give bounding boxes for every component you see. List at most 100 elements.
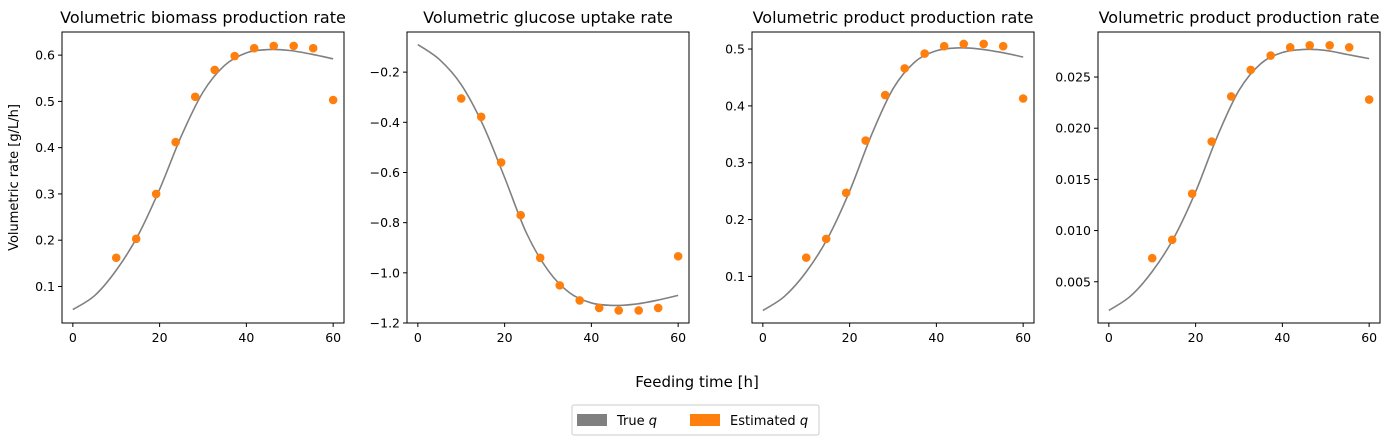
axes-frame <box>1097 31 1381 324</box>
y-tick-label: 0.020 <box>1055 121 1091 136</box>
estimated-q-point <box>920 49 929 58</box>
legend-swatch <box>577 414 607 426</box>
estimated-q-point <box>476 112 486 122</box>
estimated-q-point <box>1018 94 1028 103</box>
estimated-q-point <box>111 253 121 263</box>
x-tick-label: 60 <box>325 330 341 345</box>
subplot-title: Volumetric biomass production rate <box>60 8 346 27</box>
estimated-q-point <box>614 306 624 315</box>
y-tick-label: −1.2 <box>370 316 400 331</box>
legend-label-var: q <box>800 414 808 429</box>
y-tick-label: 0.3 <box>35 186 55 201</box>
estimated-q-point <box>131 234 141 244</box>
estimated-q-point <box>535 253 545 263</box>
estimated-q-point <box>1147 253 1157 263</box>
x-tick-label: 40 <box>238 330 254 345</box>
estimated-q-point <box>861 136 870 145</box>
y-tick-label: 0.6 <box>35 48 55 63</box>
estimated-q-point <box>575 296 584 305</box>
x-tick-label: 0 <box>1105 330 1113 345</box>
y-tick-label: 0.010 <box>1055 223 1091 238</box>
estimated-q-point <box>653 303 663 313</box>
x-tick-label: 20 <box>152 330 168 345</box>
legend-label-var: q <box>649 414 657 429</box>
y-axis-label: Volumetric rate [g/L/h] <box>7 104 22 251</box>
estimated-q-point <box>673 251 683 261</box>
x-tick-label: 40 <box>1274 330 1290 345</box>
subplot-2: Volumetric glucose uptake rate 0 20 40 60 −1.… <box>370 8 690 345</box>
estimated-q-point <box>959 39 969 49</box>
estimated-q-point <box>308 43 318 53</box>
y-tick-label: 0.1 <box>35 279 55 294</box>
x-tick-label: 20 <box>842 330 858 345</box>
estimated-q-point <box>328 95 338 105</box>
estimated-q-point <box>1207 137 1216 146</box>
axes-frame <box>751 31 1035 324</box>
y-tick-label: 0.5 <box>35 94 55 109</box>
x-tick-label: 60 <box>670 330 686 345</box>
estimated-q-point <box>1266 51 1275 60</box>
x-tick-label: 0 <box>759 330 767 345</box>
estimated-q-point <box>1325 41 1334 50</box>
x-tick-label: 0 <box>414 330 422 345</box>
plot-area <box>72 41 338 311</box>
estimated-q-point <box>555 281 565 290</box>
plot-area <box>762 39 1028 312</box>
subplot-title: Volumetric glucose uptake rate <box>423 8 673 27</box>
true-q-curve <box>1108 48 1370 312</box>
y-tick-label: 0.2 <box>35 233 55 248</box>
estimated-q-point <box>979 39 988 49</box>
estimated-q-point <box>496 158 506 167</box>
y-tick-label: 0.4 <box>35 140 55 155</box>
plot-area <box>417 43 683 315</box>
axes-frame <box>406 31 690 324</box>
subplot-1: Volumetric biomass production rate 0 20 40 6… <box>7 8 346 345</box>
legend-label-text: True <box>616 414 649 429</box>
estimated-q-point <box>289 41 298 51</box>
legend-items: True q Estimated q <box>577 414 808 429</box>
subplot-panels: Volumetric biomass production rate 0 20 40 6… <box>7 8 1381 345</box>
estimated-q-point <box>801 253 811 262</box>
y-tick-label: −1.0 <box>370 265 400 280</box>
y-tick-label: 0.005 <box>1055 274 1091 289</box>
estimated-q-point <box>1364 95 1374 104</box>
estimated-q-point <box>880 90 890 100</box>
subplot-4: Volumetric product production rate 0 20 40 6… <box>1055 8 1381 345</box>
x-tick-label: 60 <box>1015 330 1031 345</box>
estimated-q-point <box>516 210 525 220</box>
y-tick-label: 0.3 <box>725 155 745 170</box>
estimated-q-point <box>249 43 259 53</box>
y-tick-label: 0.025 <box>1055 70 1091 85</box>
estimated-q-point <box>456 94 466 103</box>
subplot-title: Volumetric product production rate <box>753 8 1034 27</box>
x-tick-label: 0 <box>69 330 77 345</box>
estimated-q-point <box>841 188 851 198</box>
shared-x-axis-label: Feeding time [h] <box>635 373 759 391</box>
x-tick-label: 20 <box>1188 330 1204 345</box>
legend-label-text: Estimated <box>730 414 800 429</box>
y-tick-label: 0.2 <box>725 212 745 227</box>
estimated-q-point <box>171 137 180 147</box>
x-tick-label: 40 <box>928 330 944 345</box>
estimated-q-point <box>821 234 831 244</box>
y-tick-label: 0.1 <box>725 269 745 284</box>
y-tick-label: −0.4 <box>370 115 400 130</box>
plot-area <box>1108 41 1374 312</box>
estimated-q-point <box>230 51 239 61</box>
true-q-curve <box>762 47 1024 312</box>
estimated-q-point <box>210 65 220 75</box>
estimated-q-point <box>269 41 279 51</box>
subplot-3: Volumetric product production rate 0 20 40 6… <box>725 8 1035 345</box>
estimated-q-point <box>594 303 604 313</box>
subplot-title: Volumetric product production rate <box>1099 8 1380 27</box>
legend-label: Estimated q <box>730 414 808 429</box>
y-tick-label: 0.015 <box>1055 172 1091 187</box>
x-tick-label: 60 <box>1361 330 1377 345</box>
estimated-q-point <box>1187 189 1197 199</box>
y-tick-label: −0.6 <box>370 165 400 180</box>
legend-label: True q <box>616 414 657 429</box>
x-tick-label: 40 <box>583 330 599 345</box>
estimated-q-point <box>939 41 949 51</box>
estimated-q-point <box>998 41 1008 51</box>
estimated-q-point <box>1344 43 1354 52</box>
